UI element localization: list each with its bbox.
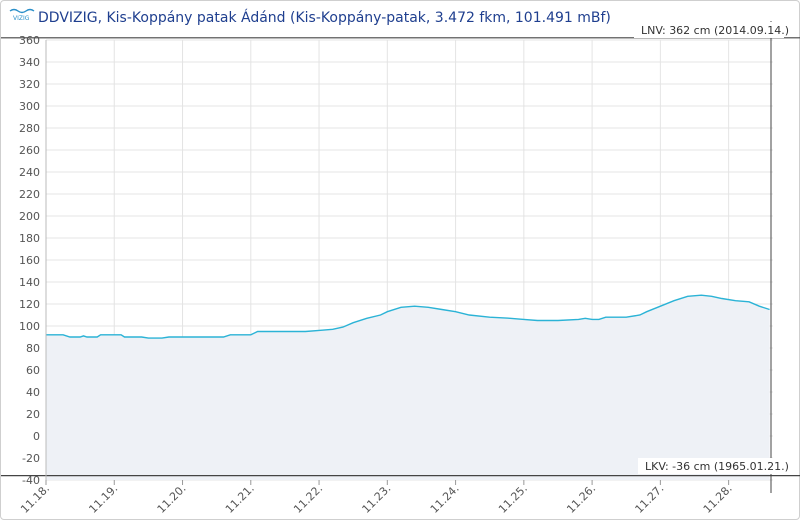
x-tick-label: 11.27. xyxy=(633,482,667,516)
y-tick-label: 240 xyxy=(19,166,40,179)
x-tick-label: 11.22. xyxy=(291,482,325,516)
min-level-label: LKV: -36 cm (1965.01.21.) xyxy=(645,460,789,473)
series-line-path xyxy=(46,294,770,339)
y-tick-label: 200 xyxy=(19,210,40,223)
y-tick-label: 0 xyxy=(33,430,40,443)
series-area xyxy=(46,295,770,480)
x-tick-label: 11.23. xyxy=(359,482,393,516)
y-tick-label: 120 xyxy=(19,298,40,311)
y-tick-label: 140 xyxy=(19,276,40,289)
x-tick-label: 11.19. xyxy=(86,482,120,516)
logo-text: VIZIG xyxy=(13,15,30,22)
y-tick-label: 220 xyxy=(19,188,40,201)
max-level-label: LNV: 362 cm (2014.09.14.) xyxy=(641,24,789,37)
y-tick-label: -20 xyxy=(22,452,40,465)
y-tick-label: 340 xyxy=(19,56,40,69)
y-tick-label: 160 xyxy=(19,254,40,267)
y-tick-label: 180 xyxy=(19,232,40,245)
y-tick-label: 80 xyxy=(26,342,40,355)
x-tick-label: 11.18. xyxy=(18,482,52,516)
y-tick-label: 320 xyxy=(19,78,40,91)
chart-title: DDVIZIG, Kis-Koppány patak Ádánd (Kis-Ko… xyxy=(38,9,611,26)
y-axis: 3603403203002802602402202001801601401201… xyxy=(19,34,47,487)
x-tick-label: 11.20. xyxy=(155,482,189,516)
max-level-annotation: LNV: 362 cm (2014.09.14.) xyxy=(634,22,789,38)
x-tick-label: 11.28. xyxy=(701,482,735,516)
header: VIZIG DDVIZIG, Kis-Koppány patak Ádánd (… xyxy=(9,8,611,26)
x-tick-label: 11.24. xyxy=(428,482,462,516)
logo-wave-icon xyxy=(9,8,35,14)
x-tick-label: 11.25. xyxy=(496,482,530,516)
x-tick-label: 11.21. xyxy=(223,482,257,516)
y-tick-label: 260 xyxy=(19,144,40,157)
vizig-logo: VIZIG xyxy=(9,8,35,22)
y-tick-label: 20 xyxy=(26,408,40,421)
series-area-fill xyxy=(46,295,770,480)
max-label-bg xyxy=(634,22,784,38)
y-tick-label: 300 xyxy=(19,100,40,113)
y-tick-label: 40 xyxy=(26,386,40,399)
series-line xyxy=(46,294,770,339)
y-tick-label: -40 xyxy=(22,474,40,487)
min-level-annotation: LKV: -36 cm (1965.01.21.) xyxy=(638,458,789,474)
y-tick-label: 100 xyxy=(19,320,40,333)
x-axis: 11.18. 11.19. 11.20. 11.21. 11.22. 11.23. 11.2… xyxy=(18,480,735,516)
y-tick-label: 60 xyxy=(26,364,40,377)
y-tick-label: 280 xyxy=(19,122,40,135)
x-tick-label: 11.26. xyxy=(564,482,598,516)
y-tick-label: 360 xyxy=(19,34,40,47)
min-label-bg xyxy=(638,458,784,474)
